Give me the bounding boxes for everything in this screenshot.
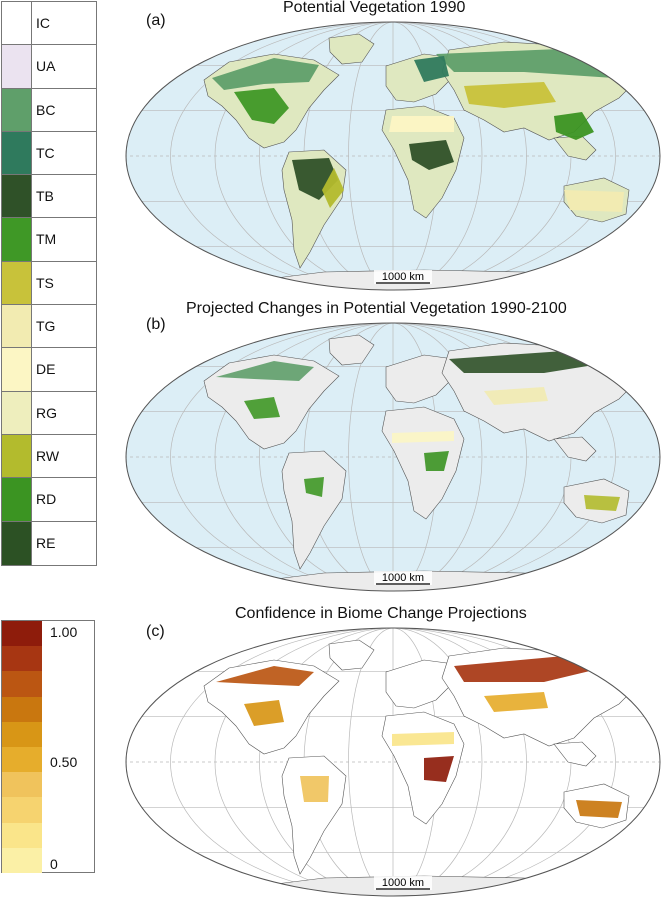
panel-c-title: Confidence in Biome Change Projections (235, 605, 527, 622)
biome-color-tg (2, 305, 32, 348)
map-confidence: 1000 km (125, 627, 661, 897)
confidence-step (2, 797, 42, 823)
biome-legend: IC UA BC TC TB TM TS TG DE RG RW RD RE (1, 1, 97, 566)
confidence-step (2, 646, 42, 672)
confidence-step (2, 746, 42, 773)
panel-b-letter: (b) (146, 316, 166, 333)
biome-swatch-ua: UA (2, 45, 96, 89)
biome-label-rg: RG (36, 404, 57, 421)
confidence-step (2, 772, 42, 798)
confidence-step (2, 696, 42, 722)
panel-c-letter: (c) (146, 623, 165, 640)
biome-swatch-ic: IC (2, 2, 96, 46)
biome-color-de (2, 348, 32, 391)
biome-color-tc (2, 131, 32, 175)
biome-label-ic: IC (36, 15, 50, 31)
biome-swatch-tm: TM (2, 218, 96, 262)
biome-swatch-de: DE (2, 348, 96, 392)
map-potential-vegetation-1990: 1000 km (125, 21, 661, 291)
biome-color-bc (2, 88, 32, 131)
confidence-legend: 1.00 0.50 0 (1, 620, 95, 873)
confidence-step (2, 822, 42, 848)
biome-color-tm (2, 218, 32, 261)
scale-bar: 1000 km (374, 571, 432, 585)
confidence-step (2, 621, 42, 647)
biome-label-tg: TG (36, 318, 56, 335)
biome-label-tm: TM (36, 231, 57, 248)
biome-swatch-rw: RW (2, 434, 96, 479)
map-projected-changes: 1000 km (125, 322, 661, 592)
biome-label-tc: TC (36, 144, 55, 161)
confidence-step (2, 671, 42, 697)
biome-label-rw: RW (36, 447, 60, 464)
biome-swatch-bc: BC (2, 88, 96, 132)
scale-bar: 1000 km (374, 876, 432, 890)
biome-swatch-rg: RG (2, 391, 96, 435)
biome-swatch-ts: TS (2, 261, 96, 306)
svg-text:1000 km: 1000 km (382, 877, 424, 889)
scale-bar: 1000 km (374, 270, 432, 284)
biome-color-rd (2, 478, 32, 521)
panel-b-title: Projected Changes in Potential Vegetatio… (186, 300, 567, 317)
confidence-tick-min: 0 (50, 856, 58, 872)
biome-color-rw (2, 434, 32, 478)
svg-text:1000 km: 1000 km (382, 271, 424, 283)
biome-label-tb: TB (36, 188, 54, 205)
biome-label-re: RE (36, 534, 56, 551)
biome-swatch-tc: TC (2, 131, 96, 176)
panel-a-title: Potential Vegetation 1990 (283, 0, 466, 16)
svg-text:1000 km: 1000 km (382, 572, 424, 584)
biome-label-de: DE (36, 361, 56, 378)
biome-color-ua (2, 45, 32, 88)
biome-swatch-rd: RD (2, 478, 96, 522)
biome-color-tb (2, 175, 32, 218)
confidence-tick-mid: 0.50 (50, 754, 78, 770)
confidence-tick-max: 1.00 (50, 624, 78, 640)
biome-label-bc: BC (36, 101, 56, 118)
confidence-step (2, 847, 42, 873)
biome-label-ts: TS (36, 274, 54, 291)
biome-color-rg (2, 391, 32, 434)
panel-a-letter: (a) (146, 12, 166, 29)
biome-swatch-tb: TB (2, 175, 96, 219)
biome-label-rd: RD (36, 491, 57, 508)
biome-label-ua: UA (36, 58, 56, 75)
confidence-colorbar (2, 621, 94, 873)
biome-color-re (2, 521, 32, 565)
biome-swatch-tg: TG (2, 305, 96, 349)
confidence-step (2, 721, 42, 747)
biome-color-ts (2, 261, 32, 305)
biome-swatch-re: RE (2, 521, 96, 565)
biome-color-ic (2, 2, 32, 45)
